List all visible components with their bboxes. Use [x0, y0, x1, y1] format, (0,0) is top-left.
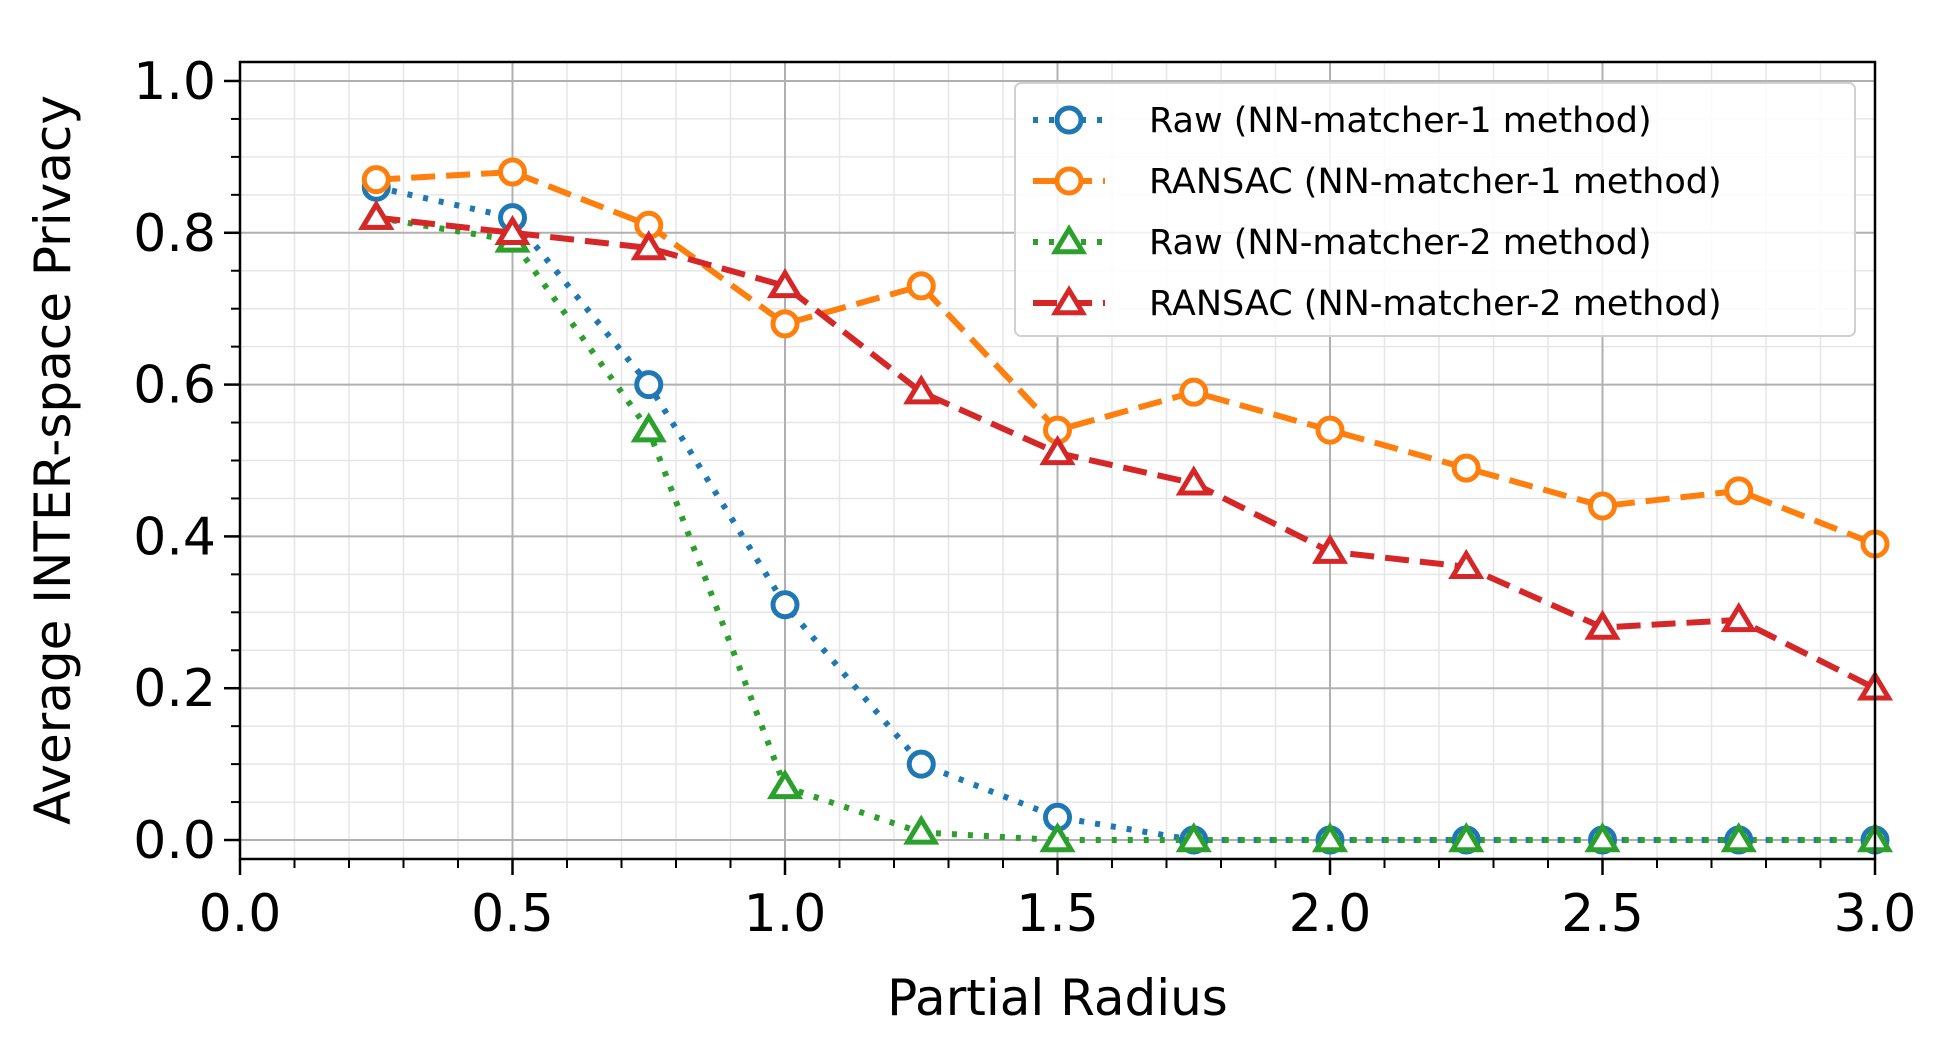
series-2-point	[906, 271, 936, 301]
markers-layer	[358, 157, 1894, 855]
x-tick-label: 1.0	[744, 884, 827, 944]
series-4-point	[1311, 533, 1349, 564]
legend-swatch-marker	[1050, 224, 1088, 255]
x-tick-label: 2.0	[1289, 884, 1372, 944]
series-3-point	[630, 412, 667, 443]
x-axis-title: Partial Radius	[887, 969, 1228, 1027]
series-4-point	[1039, 435, 1076, 466]
y-axis: 0.0 0.2 0.4 0.6 0.8 1.0	[133, 52, 240, 871]
series-line-2	[376, 169, 1875, 547]
series-line-3	[375, 214, 1875, 844]
legend-box	[1014, 82, 1856, 337]
series-2-point	[498, 157, 527, 187]
series-line-4	[375, 214, 1875, 691]
series-4-point	[1175, 465, 1212, 496]
series-3-point	[903, 814, 940, 845]
series-2-point	[770, 309, 800, 339]
legend-label: Raw (NN-matcher-2 method)	[1149, 223, 1652, 263]
series-4-point	[903, 374, 940, 405]
series-4-point	[630, 230, 667, 261]
y-tick-label: 0.8	[133, 204, 216, 264]
y-tick-label: 0.2	[133, 659, 216, 719]
series-2-point	[1315, 415, 1345, 445]
series-layer	[375, 169, 1875, 844]
x-tick-label: 3.0	[1834, 884, 1917, 944]
series-2-point	[1179, 377, 1209, 407]
series-1-point	[906, 749, 936, 779]
series-4-point	[1584, 609, 1621, 640]
series-2-point	[1451, 453, 1481, 483]
series-2-point	[361, 165, 391, 195]
series-3-point	[1448, 822, 1485, 853]
legend-swatch-marker	[1054, 105, 1084, 135]
legend-swatch-marker	[1050, 285, 1088, 316]
series-3-point	[1175, 822, 1212, 853]
series-1-point	[634, 370, 664, 400]
legend-label: Raw (NN-matcher-1 method)	[1149, 101, 1652, 141]
y-tick-label: 0.4	[133, 507, 216, 567]
series-1-point	[770, 590, 800, 620]
x-tick-label: 2.5	[1561, 884, 1644, 944]
series-4-point	[1720, 602, 1757, 633]
legend-label: RANSAC (NN-matcher-1 method)	[1149, 162, 1722, 202]
series-3-point	[1039, 822, 1076, 853]
x-tick-label: 0.0	[199, 884, 282, 944]
series-4-point	[494, 214, 531, 246]
y-axis-title: Average INTER-space Privacy	[24, 95, 82, 825]
y-tick-label: 1.0	[133, 52, 216, 112]
series-3-point	[1584, 822, 1621, 853]
series-3-point	[1311, 822, 1349, 853]
x-tick-label: 1.5	[1016, 884, 1099, 944]
series-4-point	[1448, 548, 1485, 580]
x-tick-label: 0.5	[471, 884, 554, 944]
series-4-point	[358, 199, 395, 230]
series-3-point	[766, 769, 804, 800]
series-3-point	[1720, 822, 1757, 853]
legend: Raw (NN-matcher-1 method) RANSAC (NN-matc…	[1014, 82, 1856, 337]
legend-label: RANSAC (NN-matcher-2 method)	[1149, 284, 1722, 324]
series-4-point	[766, 268, 804, 299]
y-tick-label: 0.6	[133, 356, 216, 416]
series-2-point	[1588, 491, 1617, 521]
y-tick-label: 0.0	[133, 811, 216, 871]
series-2-point	[1724, 476, 1754, 506]
legend-swatch-marker	[1054, 166, 1084, 196]
x-axis: 0.0 0.5 1.0 1.5 2.0 2.5 3.0	[199, 859, 1917, 944]
